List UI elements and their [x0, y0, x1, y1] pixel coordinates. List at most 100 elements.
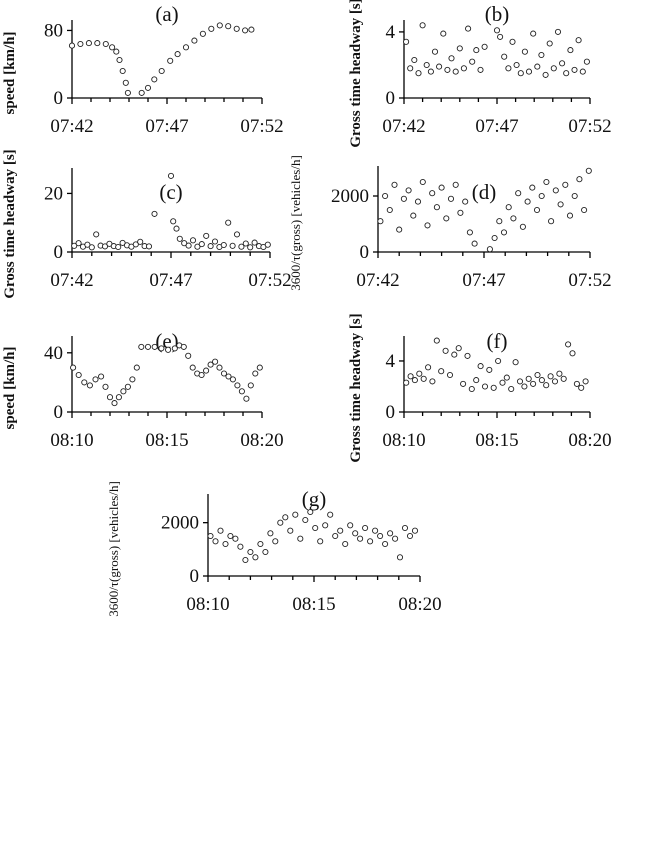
data-point: [407, 65, 414, 72]
y-tick-label: 0: [386, 88, 396, 109]
data-point: [287, 527, 294, 534]
data-point: [444, 66, 451, 73]
data-point: [173, 225, 180, 232]
data-point: [465, 25, 472, 32]
data-point: [501, 53, 508, 60]
data-point: [207, 361, 214, 368]
data-point: [242, 556, 249, 564]
data-point: [171, 345, 178, 352]
data-point: [513, 61, 520, 69]
x-tick-label: 07:42: [382, 116, 425, 137]
data-point: [423, 61, 430, 69]
panel-label: (d): [472, 180, 497, 204]
data-point: [256, 364, 263, 371]
x-tick-label: 07:47: [145, 116, 188, 137]
data-point: [585, 167, 592, 174]
data-point: [182, 44, 190, 51]
data-point: [257, 540, 264, 548]
data-point: [98, 373, 105, 380]
data-point: [222, 540, 229, 548]
y-tick-label: 0: [54, 88, 64, 109]
data-point: [101, 243, 109, 250]
data-point: [456, 45, 463, 52]
data-point: [122, 79, 129, 86]
data-point: [547, 373, 554, 380]
data-point: [151, 210, 158, 217]
data-point: [560, 375, 567, 382]
data-point: [115, 394, 122, 401]
data-point: [391, 181, 398, 188]
data-point: [452, 181, 459, 188]
data-point: [367, 538, 374, 545]
data-point: [151, 76, 158, 83]
data-point: [203, 367, 210, 374]
data-point: [477, 363, 484, 370]
panel-b: (b) 07:42 07:47 07:52 0 4 Gross time headway […: [348, 0, 612, 148]
y-axis-label: Gross time headway [s]: [348, 0, 364, 148]
data-point: [512, 359, 519, 366]
data-point: [167, 57, 174, 64]
data-point: [515, 190, 522, 197]
data-point: [267, 530, 274, 537]
panel-label: (b): [485, 2, 510, 26]
data-point: [377, 532, 384, 540]
data-point: [575, 37, 582, 44]
data-point: [579, 68, 586, 75]
data-point: [84, 241, 91, 248]
data-point: [207, 532, 214, 540]
data-point: [242, 27, 249, 34]
data-point: [493, 27, 501, 34]
data-point: [403, 38, 410, 45]
y-tick-label: 2000: [161, 513, 199, 534]
data-point: [102, 40, 109, 48]
x-tick-label: 07:47: [462, 270, 505, 291]
data-point: [473, 377, 480, 384]
data-point: [499, 379, 506, 386]
data-point: [297, 535, 304, 542]
data-point: [490, 384, 497, 391]
data-point: [317, 538, 324, 545]
x-tick-label: 07:42: [50, 270, 93, 291]
data-point: [252, 370, 259, 377]
data-point: [238, 388, 245, 395]
y-tick-label: 40: [44, 343, 63, 364]
data-point: [481, 43, 488, 50]
data-point: [387, 530, 394, 537]
data-point: [247, 382, 254, 389]
data-point: [167, 172, 175, 179]
y-axis-label: Gross time headway [s]: [2, 149, 18, 298]
data-point: [556, 370, 563, 377]
data-point: [247, 244, 254, 251]
data-point: [565, 341, 572, 348]
data-point: [457, 209, 464, 216]
x-tick-label: 07:47: [475, 116, 518, 137]
data-point: [207, 243, 214, 250]
data-point: [443, 215, 450, 222]
data-point: [264, 241, 271, 248]
data-point: [571, 192, 578, 200]
data-point: [534, 63, 541, 70]
data-point: [88, 244, 95, 251]
panel-c: (c) 07:42 07:47 07:52 0 20 Gross time headway …: [2, 149, 292, 298]
data-point: [124, 383, 131, 390]
y-tick-label: 0: [54, 242, 64, 263]
data-point: [429, 190, 436, 197]
data-point: [129, 376, 136, 383]
data-point: [208, 25, 215, 32]
data-point: [500, 229, 508, 236]
data-point: [252, 554, 259, 561]
data-point: [529, 184, 536, 191]
data-point: [543, 382, 550, 389]
data-point: [75, 371, 82, 379]
data-point: [124, 89, 131, 96]
data-point: [322, 522, 329, 529]
data-point: [551, 378, 559, 385]
data-point: [548, 218, 555, 225]
data-point: [102, 383, 109, 390]
x-tick-label: 07:52: [240, 116, 283, 137]
x-tick-label: 08:20: [568, 430, 611, 451]
data-point: [419, 178, 426, 186]
data-point: [403, 379, 410, 386]
data-point: [566, 212, 574, 219]
